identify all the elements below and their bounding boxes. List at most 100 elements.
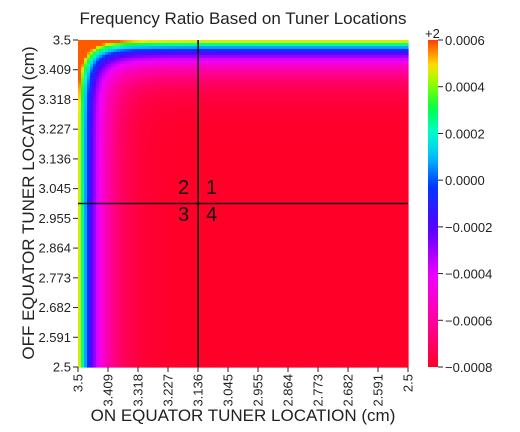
heatmap-cell	[174, 271, 178, 276]
heatmap-cell	[141, 93, 145, 98]
heatmap-cell	[126, 45, 130, 50]
heatmap-cell	[96, 132, 100, 136]
heatmap-cell	[141, 203, 145, 208]
heatmap-cell	[99, 138, 103, 142]
heatmap-cell	[120, 239, 124, 243]
heatmap-cell	[81, 218, 85, 222]
heatmap-cell	[114, 307, 118, 312]
heatmap-cell	[105, 325, 109, 329]
heatmap-cell	[105, 319, 109, 324]
heatmap-cell	[120, 301, 124, 306]
heatmap-cell	[123, 114, 127, 118]
heatmap-cell	[117, 135, 121, 139]
heatmap-cell	[132, 111, 136, 115]
heatmap-cell	[132, 60, 136, 65]
heatmap-cell	[177, 108, 181, 112]
heatmap-cell	[168, 230, 172, 234]
heatmap-cell	[123, 108, 127, 112]
heatmap-cell	[180, 274, 184, 279]
heatmap-cell	[159, 242, 163, 246]
heatmap-cell	[87, 69, 91, 74]
heatmap-cell	[120, 236, 124, 240]
heatmap-cell	[153, 72, 157, 77]
heatmap-cell	[87, 45, 91, 50]
heatmap-cell	[174, 185, 178, 190]
heatmap-cell	[162, 310, 166, 315]
heatmap-cell	[129, 349, 133, 353]
heatmap-cell	[174, 242, 178, 246]
heatmap-cell	[135, 248, 139, 252]
heatmap-cell	[174, 138, 178, 142]
heatmap-cell	[177, 132, 181, 136]
heatmap-cell	[165, 132, 169, 136]
heatmap-cell	[171, 141, 175, 145]
heatmap-cell	[147, 51, 151, 56]
heatmap-cell	[78, 298, 82, 303]
heatmap-cell	[150, 191, 154, 196]
heatmap-cell	[156, 78, 160, 83]
heatmap-cell	[177, 99, 181, 104]
heatmap-cell	[147, 45, 151, 50]
heatmap-cell	[132, 268, 136, 273]
heatmap-cell	[111, 289, 115, 294]
heatmap-cell	[108, 298, 112, 303]
heatmap-cell	[96, 352, 100, 356]
heatmap-cell	[117, 173, 121, 178]
heatmap-cell	[165, 191, 169, 196]
heatmap-cell	[132, 224, 136, 228]
heatmap-cell	[171, 313, 175, 318]
heatmap-cell	[105, 129, 109, 133]
heatmap-cell	[180, 298, 184, 303]
heatmap-cell	[141, 149, 145, 154]
heatmap-cell	[78, 63, 82, 68]
heatmap-cell	[102, 51, 106, 56]
heatmap-cell	[135, 236, 139, 240]
heatmap-cell	[111, 197, 115, 202]
heatmap-cell	[162, 200, 166, 205]
heatmap-cell	[105, 289, 109, 294]
heatmap-cell	[114, 60, 118, 65]
heatmap-cell	[81, 337, 85, 341]
heatmap-cell	[78, 111, 82, 115]
heatmap-cell	[129, 90, 133, 95]
heatmap-cell	[105, 96, 109, 101]
heatmap-cell	[87, 54, 91, 59]
heatmap-cell	[87, 254, 91, 258]
heatmap-cell	[129, 132, 133, 136]
heatmap-cell	[156, 108, 160, 112]
heatmap-cell	[177, 206, 181, 211]
heatmap-cell	[93, 340, 97, 344]
heatmap-cell	[153, 144, 157, 148]
heatmap-cell	[117, 265, 121, 270]
heatmap-cell	[177, 84, 181, 89]
heatmap-cell	[150, 236, 154, 240]
heatmap-cell	[111, 304, 115, 309]
heatmap-cell	[84, 182, 88, 187]
heatmap-cell	[174, 304, 178, 309]
heatmap-cell	[171, 334, 175, 338]
heatmap-cell	[168, 135, 172, 139]
heatmap-cell	[174, 182, 178, 187]
heatmap-cell	[87, 304, 91, 309]
heatmap-cell	[114, 254, 118, 258]
heatmap-cell	[171, 72, 175, 77]
heatmap-cell	[162, 84, 166, 89]
heatmap-cell	[114, 147, 118, 151]
heatmap-cell	[171, 242, 175, 246]
heatmap-cell	[117, 182, 121, 187]
heatmap-cell	[93, 170, 97, 175]
heatmap-cell	[102, 233, 106, 237]
heatmap-cell	[111, 200, 115, 205]
heatmap-cell	[120, 81, 124, 86]
heatmap-cell	[168, 203, 172, 208]
heatmap-cell	[150, 265, 154, 270]
heatmap-cell	[105, 310, 109, 315]
heatmap-cell	[123, 328, 127, 332]
heatmap-cell	[150, 358, 154, 362]
heatmap-cell	[147, 239, 151, 243]
heatmap-cell	[159, 155, 163, 160]
heatmap-cell	[105, 185, 109, 190]
heatmap-cell	[99, 144, 103, 148]
heatmap-cell	[123, 167, 127, 172]
heatmap-cell	[144, 167, 148, 172]
